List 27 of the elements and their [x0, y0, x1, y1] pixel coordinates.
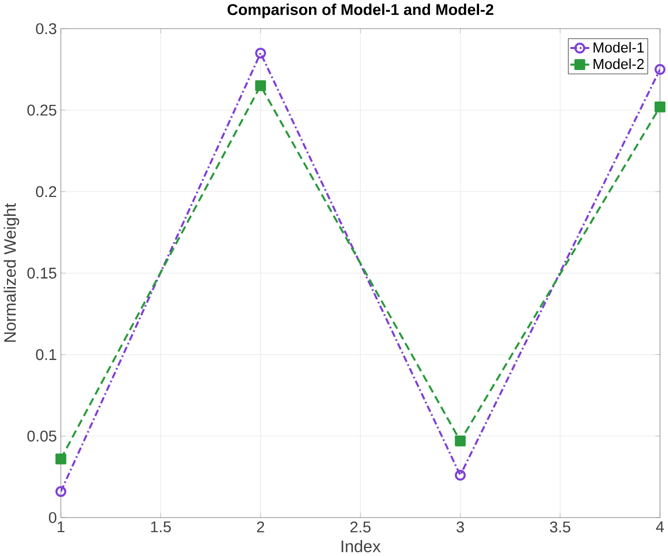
point	[55, 454, 66, 464]
point	[654, 102, 666, 112]
y-tick-label: 0.15	[27, 268, 56, 279]
x-tick-label: 2.5	[350, 521, 371, 532]
y-tick-label: 0.2	[36, 186, 56, 198]
x-tick-label: 2	[257, 521, 264, 532]
y-tick-label: 0.3	[36, 23, 56, 34]
chart-title: Comparison of Model-1 and Model-2	[228, 4, 494, 18]
point	[255, 48, 266, 59]
point	[255, 80, 266, 92]
y-axis-title: Normalized Weight	[4, 203, 20, 342]
x-axis-title: Index	[342, 540, 381, 552]
legend-label: Model-2	[594, 58, 644, 70]
x-tick-label: 3.5	[550, 521, 570, 532]
legend-label: Model-1	[594, 42, 644, 53]
x-tick-label: 1	[58, 522, 64, 532]
y-tick-label: 0.25	[27, 104, 56, 116]
y-tick-label: 0	[48, 512, 56, 524]
point	[454, 436, 466, 446]
x-tick-label: 1.5	[151, 522, 171, 532]
x-tick-label: 4	[656, 522, 664, 532]
point	[654, 64, 666, 75]
point	[55, 486, 66, 497]
y-tick-label: 0.1	[36, 349, 56, 360]
y-tick-label: 0.05	[27, 430, 56, 442]
point	[454, 470, 466, 481]
x-tick-label: 3	[456, 521, 464, 532]
